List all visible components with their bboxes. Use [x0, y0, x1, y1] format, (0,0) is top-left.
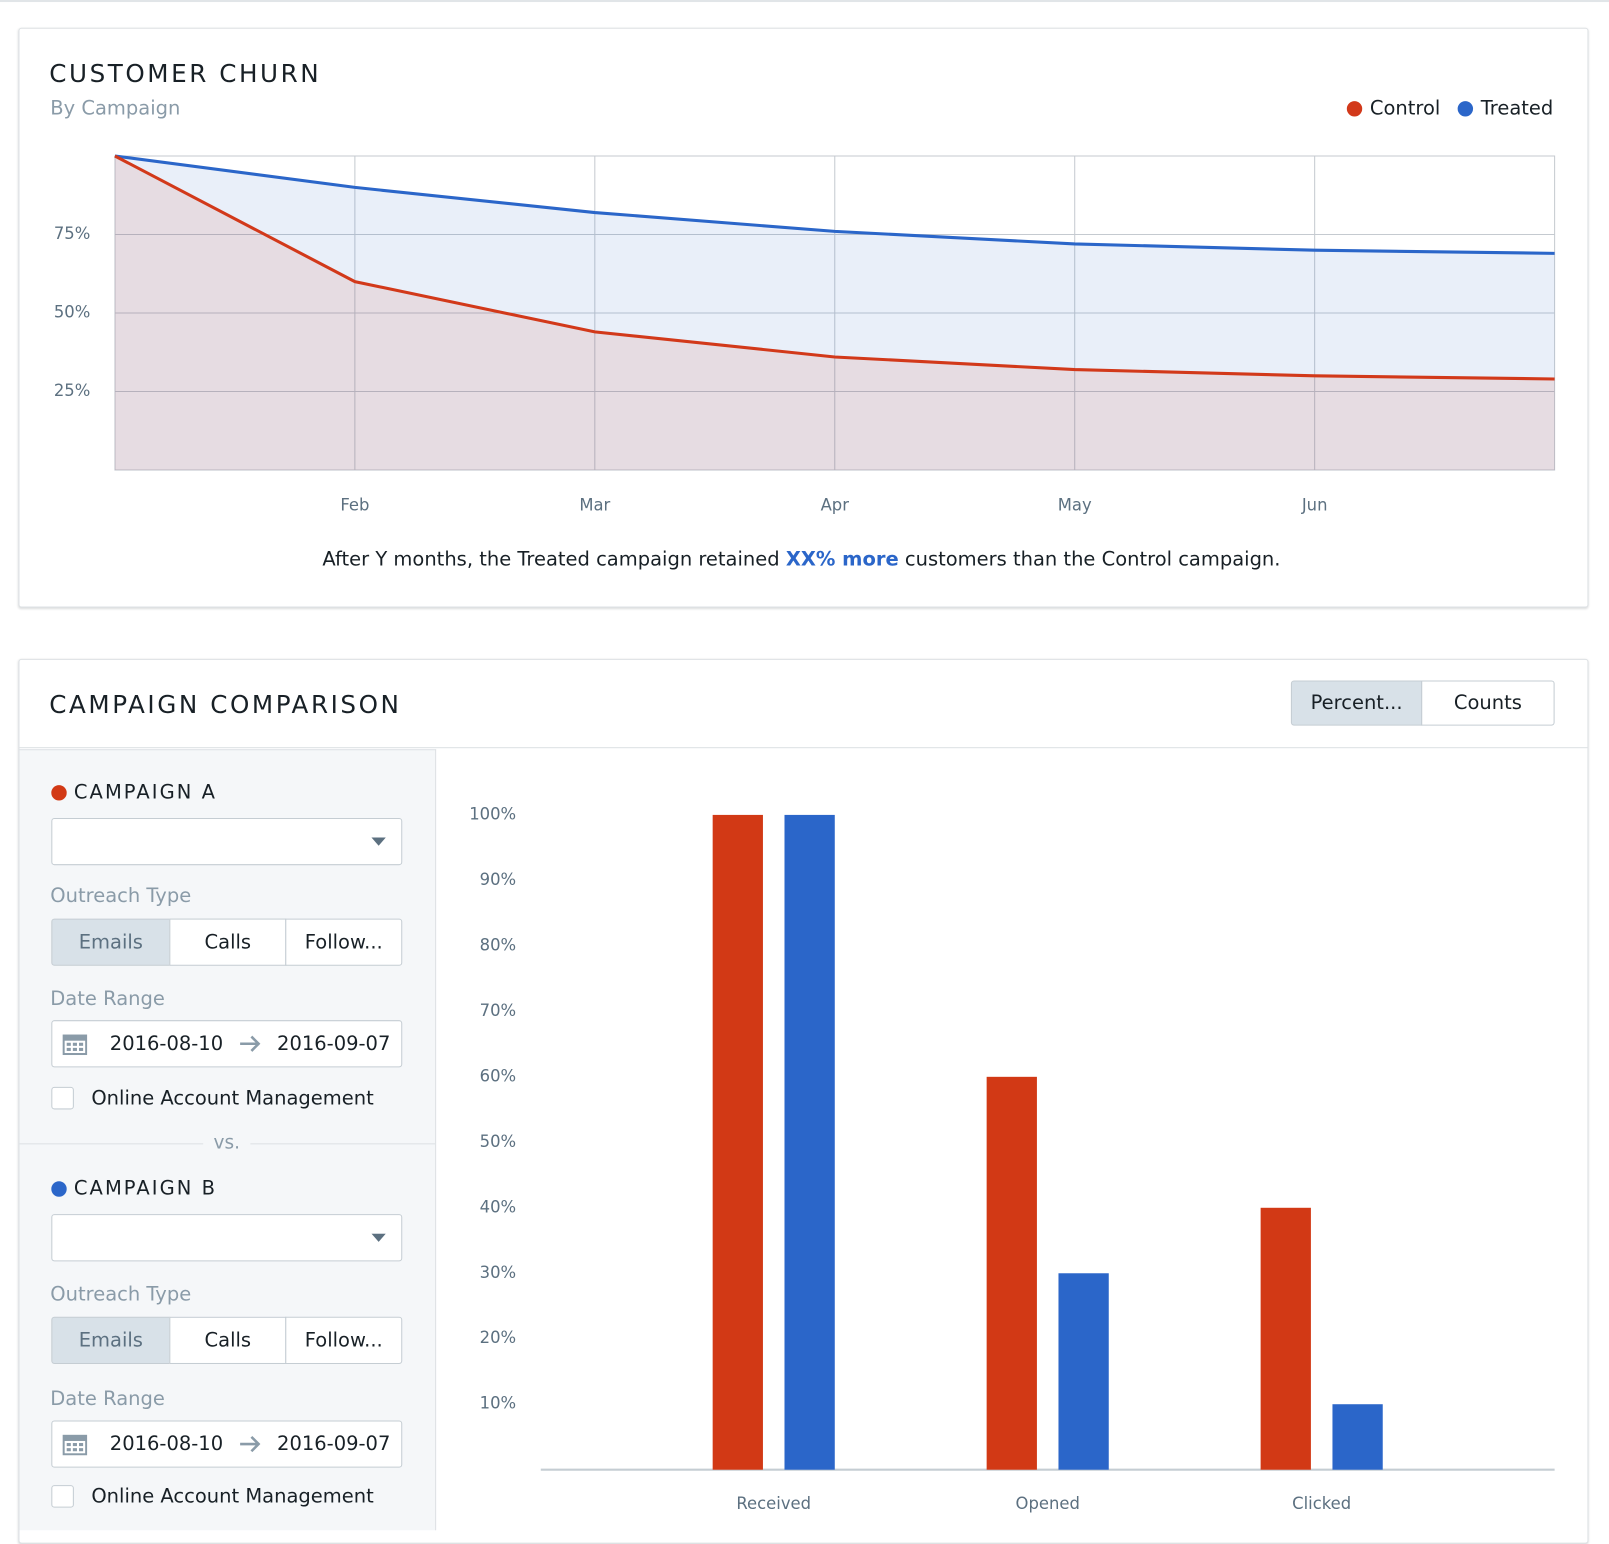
legend-label: CAMPAIGN A	[73, 781, 218, 804]
separator	[250, 1143, 436, 1145]
field-label: Date Range	[50, 1387, 165, 1411]
checkbox-label: Online Account Management	[91, 1485, 374, 1508]
checkbox[interactable]	[51, 1485, 74, 1508]
campaign-select[interactable]	[51, 1214, 403, 1262]
outreach-option[interactable]: Calls	[169, 918, 287, 966]
legend-dot	[51, 785, 67, 801]
arrow-icon	[240, 1435, 261, 1453]
outreach-option[interactable]: Follow...	[285, 918, 403, 966]
outreach-option[interactable]: Calls	[169, 1316, 287, 1364]
top-border	[0, 0, 1609, 3]
legend-dot	[51, 1181, 67, 1197]
outreach-option[interactable]: Emails	[51, 1316, 171, 1364]
toggle-button[interactable]: Percent...	[1290, 680, 1423, 726]
separator	[19, 1143, 204, 1145]
dropdown-caret	[371, 837, 386, 846]
churn-card	[18, 27, 1589, 608]
arrow-icon	[240, 1035, 261, 1052]
calendar-icon	[62, 1034, 88, 1056]
end-date: 2016-09-07	[277, 1432, 391, 1456]
outreach-option[interactable]: Emails	[51, 918, 171, 966]
date-range-input[interactable]: 2016-08-10 2016-09-07	[51, 1420, 403, 1468]
checkbox-label: Online Account Management	[91, 1086, 374, 1110]
date-range-input[interactable]: 2016-08-10 2016-09-07	[51, 1020, 403, 1068]
calendar-icon	[62, 1434, 88, 1456]
campaign-select[interactable]	[51, 817, 403, 866]
outreach-option[interactable]: Follow...	[285, 1316, 403, 1364]
header-divider	[19, 747, 1588, 749]
field-label: Outreach Type	[50, 1282, 192, 1306]
checkbox[interactable]	[51, 1086, 74, 1110]
campaign-panel	[19, 749, 437, 1531]
dropdown-caret	[371, 1233, 386, 1242]
start-date: 2016-08-10	[109, 1432, 224, 1456]
toggle-button[interactable]: Counts	[1421, 680, 1555, 726]
campaign-form: CAMPAIGN A Outreach Type Emails Calls Fo…	[0, 770, 436, 1119]
field-label: Date Range	[50, 987, 165, 1010]
legend-label: CAMPAIGN B	[73, 1177, 218, 1200]
end-date: 2016-09-07	[277, 1032, 391, 1056]
vs-label: vs.	[213, 1132, 240, 1154]
field-label: Outreach Type	[50, 884, 192, 908]
campaign-form: CAMPAIGN B Outreach Type Emails Calls Fo…	[0, 1166, 436, 1515]
start-date: 2016-08-10	[109, 1032, 224, 1056]
